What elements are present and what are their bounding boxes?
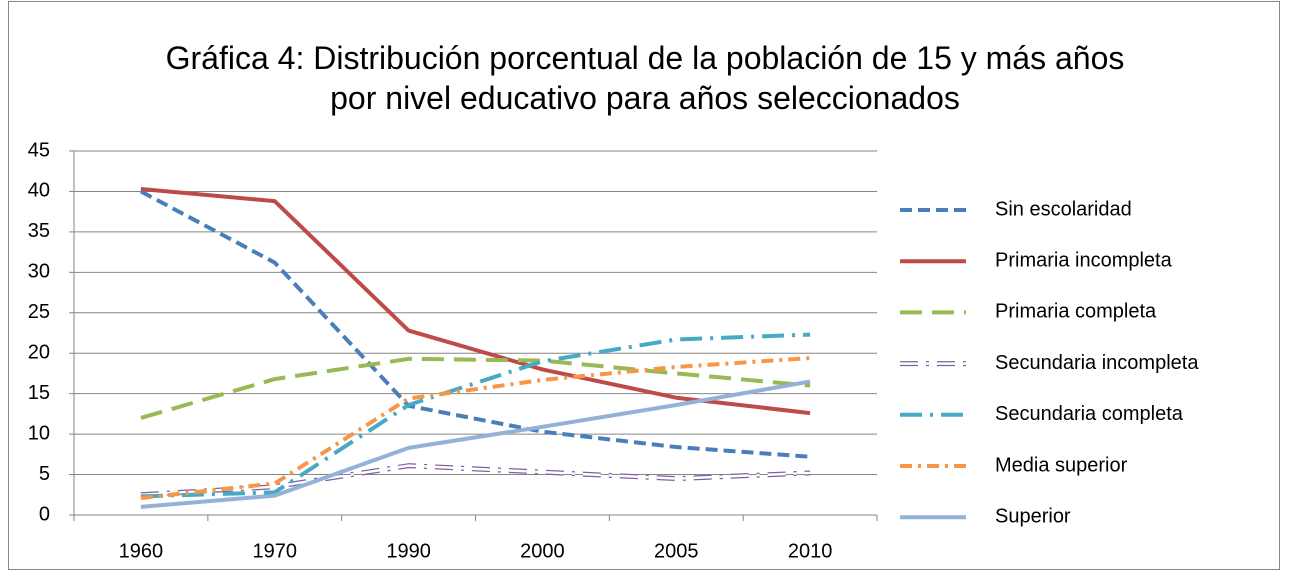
legend-label: Secundaria completa <box>995 403 1184 425</box>
series-line <box>139 189 811 459</box>
y-tick-label: 5 <box>39 463 50 485</box>
x-tick-label: 2005 <box>654 540 699 562</box>
series-line <box>140 379 811 509</box>
y-tick-label: 25 <box>28 301 50 323</box>
x-tick-label: 2000 <box>520 540 565 562</box>
y-tick-label: 45 <box>28 139 50 161</box>
legend-label: Primaria incompleta <box>995 249 1173 271</box>
y-tick-label: 10 <box>28 422 50 444</box>
y-tick-label: 30 <box>28 261 50 283</box>
y-tick-label: 20 <box>28 342 50 364</box>
chart-title: Gráfica 4: Distribución porcentual de la… <box>165 40 1125 116</box>
x-tick-label: 2010 <box>788 540 833 562</box>
legend-label: Media superior <box>995 454 1128 476</box>
series-line <box>140 356 811 420</box>
legend-label: Superior <box>995 505 1071 527</box>
y-tick-label: 35 <box>28 220 50 242</box>
x-tick-label: 1990 <box>386 540 431 562</box>
y-tick-label: 15 <box>28 382 50 404</box>
y-tick-label: 0 <box>39 503 50 525</box>
legend-label: Secundaria incompleta <box>995 352 1199 374</box>
series-line-inner <box>140 464 811 497</box>
legend-label: Primaria completa <box>995 301 1157 323</box>
y-tick-label: 40 <box>28 180 50 202</box>
x-tick-label: 1960 <box>119 540 164 562</box>
chart-border <box>8 1 1280 570</box>
series-line <box>140 332 811 499</box>
x-tick-label: 1970 <box>253 540 298 562</box>
legend-label: Sin escolaridad <box>995 198 1132 220</box>
series-line <box>140 187 811 416</box>
series-line <box>140 356 811 501</box>
